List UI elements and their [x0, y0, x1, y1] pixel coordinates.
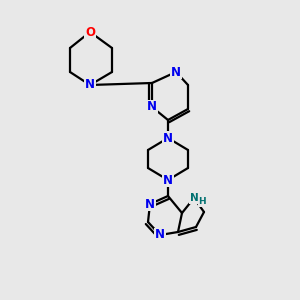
Text: H: H — [198, 197, 206, 206]
Text: N: N — [163, 173, 173, 187]
Text: N: N — [190, 193, 198, 203]
Text: N: N — [147, 100, 157, 113]
Text: N: N — [155, 229, 165, 242]
Text: N: N — [163, 131, 173, 145]
Text: O: O — [85, 26, 95, 38]
Text: N: N — [171, 65, 181, 79]
Text: N: N — [85, 79, 95, 92]
Text: N: N — [145, 197, 155, 211]
